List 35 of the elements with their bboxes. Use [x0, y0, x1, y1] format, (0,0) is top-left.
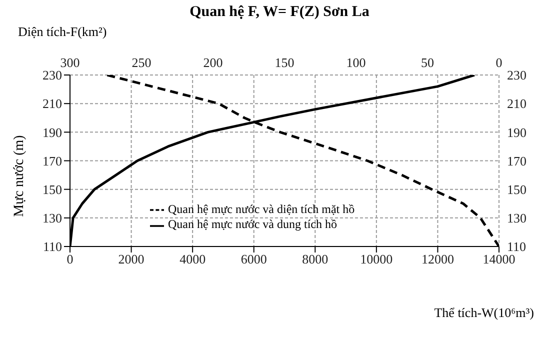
x-tick-label: 6000: [240, 252, 267, 267]
y-tick-label: 130: [42, 210, 62, 226]
y2-tick-label: 150: [507, 182, 526, 197]
y-tick-label: 150: [42, 182, 62, 197]
y-tick-label: 170: [42, 153, 62, 168]
x2-tick-label: 150: [274, 55, 294, 70]
x2-axis-title: Diện tích-F(km²): [18, 24, 107, 40]
x2-tick-label: 0: [496, 55, 502, 70]
y2-tick-label: 170: [507, 153, 526, 168]
y-tick-label: 230: [42, 68, 62, 83]
y-tick-label: 110: [42, 239, 62, 254]
y2-tick-label: 130: [507, 210, 526, 226]
x-tick-label: 4000: [180, 252, 206, 267]
chart-title: Quan hệ F, W= F(Z) Sơn La: [188, 4, 370, 21]
y-tick-label: 190: [42, 124, 62, 140]
x-tick-label: 10000: [360, 252, 393, 267]
legend-label: Quan hệ mực nước và diện tích mặt hồ: [168, 202, 355, 216]
y2-tick-label: 110: [507, 239, 526, 254]
x-tick-label: 0: [66, 252, 74, 267]
x-tick-label: 12000: [421, 252, 454, 267]
x-tick-label: 14000: [482, 252, 516, 267]
x-tick-label: 2000: [118, 252, 144, 267]
x2-tick-label: 50: [421, 55, 434, 70]
y-tick-label: 210: [42, 96, 62, 112]
y-axis-title: Mực nước (m): [12, 135, 28, 217]
x2-tick-label: 300: [60, 55, 80, 70]
x-axis-title: Thể tích-W(10⁶m³): [434, 305, 534, 321]
y2-tick-label: 210: [507, 96, 526, 112]
legend-label: Quan hệ mực nước và dung tích hồ: [168, 217, 337, 232]
y2-tick-label: 190: [507, 124, 526, 140]
x-tick-label: 8000: [302, 252, 328, 267]
y2-tick-label: 230: [507, 68, 526, 83]
x2-tick-label: 250: [132, 55, 152, 70]
x2-tick-label: 200: [203, 55, 223, 70]
x2-tick-label: 100: [346, 55, 366, 70]
